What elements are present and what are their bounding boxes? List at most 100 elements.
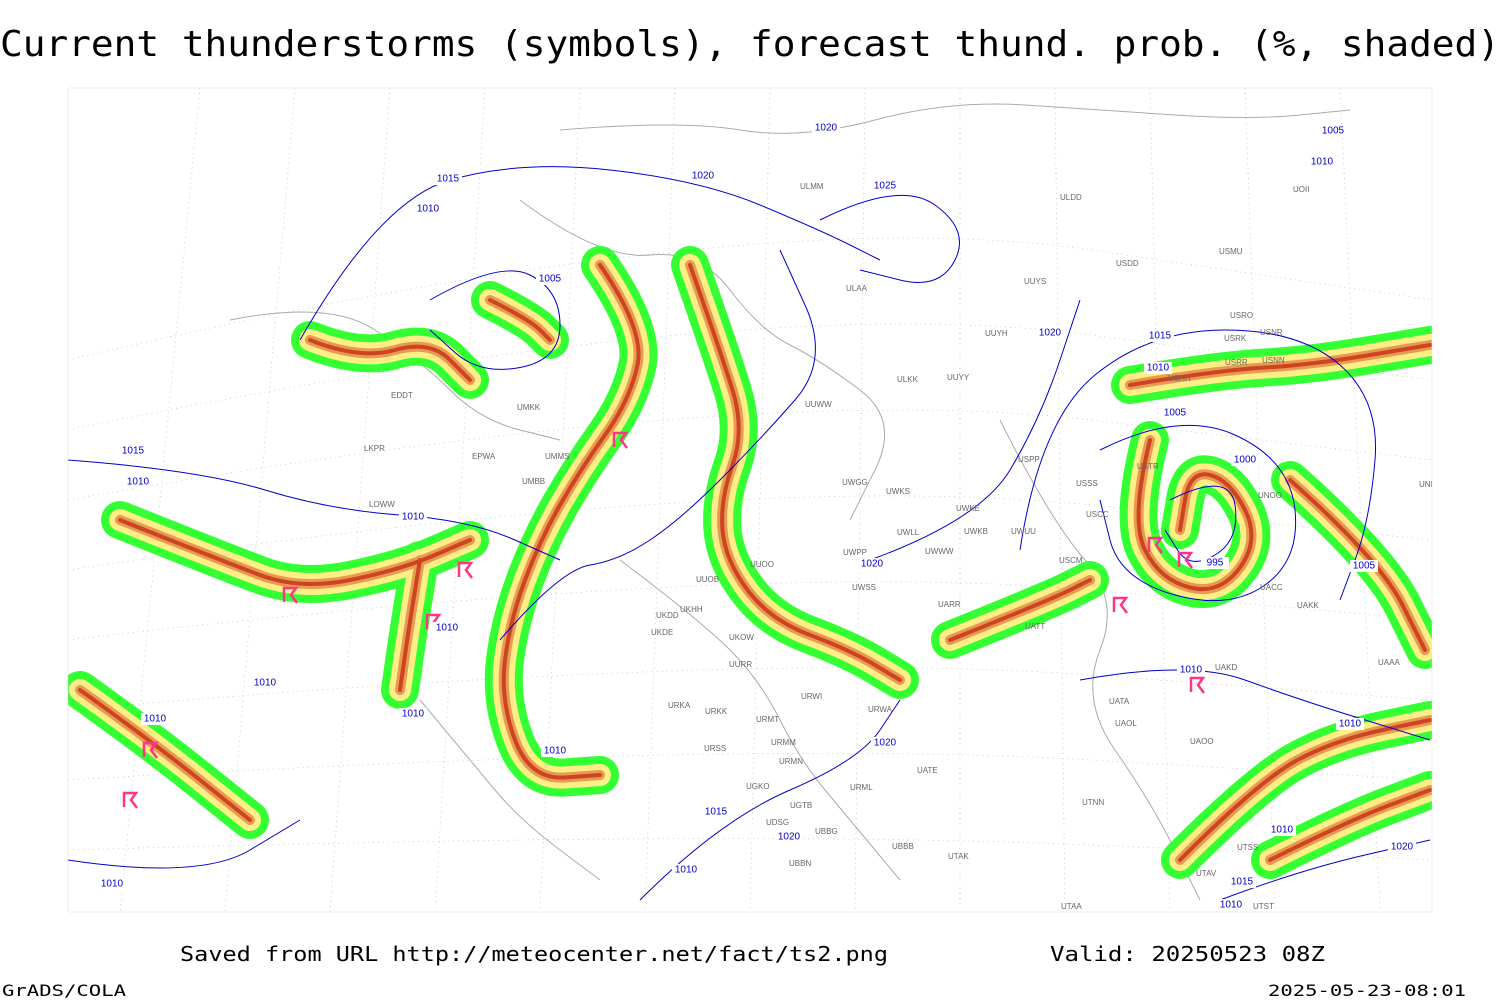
station-code: USCM <box>1059 556 1083 565</box>
title: Current thunderstorms (symbols), forecas… <box>0 24 1500 65</box>
source-url: Saved from URL http://meteocenter.net/fa… <box>180 942 888 966</box>
graticule <box>68 752 1432 781</box>
label-bg <box>399 511 427 523</box>
graticule <box>68 838 1432 861</box>
isobar-label: 1015 <box>1149 331 1172 342</box>
isobar <box>429 270 561 370</box>
isobar-label: 1010 <box>1311 157 1334 168</box>
isobar <box>499 249 816 641</box>
station-code: USNR <box>1260 328 1283 337</box>
station-code: UTAK <box>948 852 969 861</box>
station-code: UWKB <box>964 527 988 536</box>
graticule <box>434 88 486 912</box>
label-bg <box>251 677 279 689</box>
station-code: UURR <box>729 660 752 669</box>
coastline <box>619 559 901 881</box>
prob-shading <box>688 263 902 682</box>
isobar <box>1099 424 1297 602</box>
isobar-label: 1020 <box>815 123 838 134</box>
label-bg <box>1319 125 1347 137</box>
software: GrADS/COLA <box>2 981 126 1000</box>
coastline <box>519 199 886 521</box>
label-bg <box>541 745 569 757</box>
isobar-label: 1025 <box>874 181 897 192</box>
station-code: UGTB <box>790 801 812 810</box>
map-layer: 1020 1015 1020 1025 1010 1005 1020 1015 1010 1005… <box>68 88 1441 912</box>
station-code: URSS <box>704 744 726 753</box>
isobar-label: 1010 <box>1339 719 1362 730</box>
station-code: UUYH <box>985 329 1008 338</box>
label-bg <box>1217 899 1245 911</box>
prob-shading <box>679 254 911 691</box>
valid-time: Valid: 20250523 08Z <box>1050 942 1325 966</box>
label-bg <box>1161 407 1189 419</box>
isobar-label: 1005 <box>1353 561 1376 572</box>
station-code: UUYS <box>1024 277 1046 286</box>
station-code: USRO <box>1230 311 1253 320</box>
station-code: UAKK <box>1297 601 1319 610</box>
station-code: ULMM <box>800 182 824 191</box>
label-bg <box>124 476 152 488</box>
isobar-label: 1020 <box>1391 842 1414 853</box>
station-code: UATA <box>1109 697 1130 706</box>
station-code: URKK <box>705 707 728 716</box>
station-code: UAOL <box>1115 719 1137 728</box>
station-code: URMT <box>756 715 779 724</box>
station-code: EPWA <box>472 452 496 461</box>
station-code: USPP <box>1018 455 1040 464</box>
station-code: URMN <box>779 757 803 766</box>
isobar-label: 1010 <box>436 623 459 634</box>
station-code: USCC <box>1086 510 1109 519</box>
station-code: UMMS <box>545 452 569 461</box>
station-code: USRR <box>1225 358 1248 367</box>
isobar-label: 1010 <box>417 204 440 215</box>
label-bg <box>775 831 803 843</box>
isobar <box>1164 485 1237 562</box>
isobar-label: 1020 <box>861 559 884 570</box>
label-bg <box>1201 557 1229 569</box>
station-code: UGKO <box>746 782 770 791</box>
label-bg <box>1336 718 1364 730</box>
station-code: UATE <box>917 766 938 775</box>
label-bg <box>1231 454 1259 466</box>
station-code: UBBN <box>789 859 811 868</box>
label-bg <box>858 558 886 570</box>
label-bg <box>1308 156 1336 168</box>
isobar-label: 1000 <box>1234 455 1257 466</box>
isobar-label: 1005 <box>539 274 562 285</box>
prob-shading <box>501 263 641 780</box>
label-bg <box>672 864 700 876</box>
isobar-label: 1010 <box>402 512 425 523</box>
label-bg <box>1228 876 1256 888</box>
isobar-label: 1010 <box>127 477 150 488</box>
graticule <box>1339 88 1381 912</box>
isobar-label: 1005 <box>1322 126 1345 137</box>
isobar <box>819 194 960 283</box>
label-bg <box>1350 560 1378 572</box>
station-code: UNBB <box>1419 480 1441 489</box>
station-code: UARR <box>938 600 961 609</box>
storm-symbol <box>1147 536 1164 554</box>
station-code: UDSG <box>766 818 789 827</box>
station-code: UUYY <box>947 373 970 382</box>
station-code: USHH <box>1168 374 1191 383</box>
storm-symbol <box>612 431 629 449</box>
label-bg <box>1177 664 1205 676</box>
isobar-label: 1010 <box>675 865 698 876</box>
coastline <box>419 699 601 881</box>
isobar <box>1019 329 1377 601</box>
station-code: URMM <box>771 738 796 747</box>
label-bg <box>434 173 462 185</box>
graticule <box>68 495 1432 571</box>
isobar <box>68 459 561 561</box>
prob-shading <box>1268 788 1432 862</box>
coastline <box>559 103 1351 134</box>
prob-shading <box>118 518 472 586</box>
station-code: UTST <box>1253 902 1274 911</box>
station-code: UBBB <box>892 842 914 851</box>
storm-symbol <box>1112 596 1129 614</box>
prob-shading <box>1178 718 1432 862</box>
storm-symbol <box>1177 551 1194 569</box>
label-bg <box>536 273 564 285</box>
station-code: UWGG <box>842 478 868 487</box>
